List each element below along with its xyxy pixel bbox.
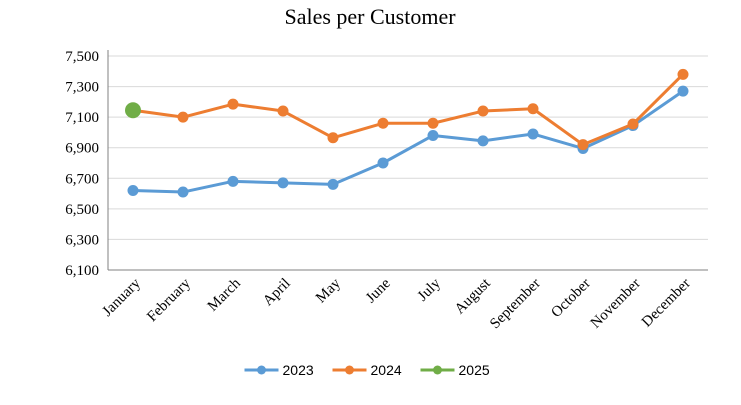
data-point-2023-march bbox=[227, 175, 239, 187]
data-point-2023-may bbox=[327, 178, 339, 190]
data-point-2025-january bbox=[125, 102, 141, 119]
data-point-2023-june bbox=[377, 157, 389, 169]
y-tick-label: 6,700 bbox=[65, 171, 99, 187]
y-tick-label: 7,500 bbox=[65, 49, 99, 65]
x-tick-label-july: July bbox=[415, 275, 444, 304]
y-tick-label: 6,900 bbox=[65, 141, 99, 157]
data-point-2024-july bbox=[427, 117, 439, 129]
data-point-2024-november bbox=[627, 118, 639, 130]
x-tick-label-september: September bbox=[487, 276, 544, 333]
y-tick-label: 7,300 bbox=[65, 80, 99, 96]
legend-label-2024: 2024 bbox=[371, 362, 402, 378]
legend-item-2024: 2024 bbox=[332, 362, 402, 378]
legend-label-2023: 2023 bbox=[283, 362, 314, 378]
chart-title: Sales per Customer bbox=[284, 4, 456, 29]
x-axis-tick-labels: January February March April May June July Augu… bbox=[100, 275, 694, 332]
data-point-2023-september bbox=[527, 128, 539, 140]
data-point-2024-february bbox=[177, 111, 189, 123]
data-point-2023-january bbox=[127, 185, 139, 197]
data-point-2024-june bbox=[377, 117, 389, 129]
legend-item-2025: 2025 bbox=[420, 362, 490, 378]
axes bbox=[107, 50, 708, 271]
legend: 2023 2024 2025 bbox=[244, 362, 490, 378]
x-tick-label-december: December bbox=[639, 276, 694, 331]
x-tick-label-february: February bbox=[144, 275, 194, 325]
data-point-2023-december bbox=[677, 85, 689, 97]
series-lines bbox=[125, 68, 689, 198]
data-point-2023-august bbox=[477, 135, 489, 147]
data-point-2023-february bbox=[177, 186, 189, 198]
x-tick-label-november: November bbox=[588, 276, 644, 332]
data-point-2024-april bbox=[277, 105, 289, 117]
y-tick-label: 6,500 bbox=[65, 202, 99, 218]
series-2025 bbox=[125, 102, 141, 119]
series-2023 bbox=[127, 85, 689, 198]
legend-marker-2023 bbox=[257, 365, 266, 375]
data-point-2023-april bbox=[277, 177, 289, 189]
data-point-2024-december bbox=[677, 68, 689, 80]
gridlines bbox=[108, 55, 708, 240]
series-2024 bbox=[127, 68, 689, 151]
y-tick-label: 6,300 bbox=[65, 232, 99, 248]
x-tick-label-march: March bbox=[205, 275, 244, 314]
legend-marker-2024 bbox=[345, 365, 354, 375]
x-tick-label-april: April bbox=[260, 276, 294, 310]
data-point-2024-march bbox=[227, 98, 239, 110]
x-tick-label-january: January bbox=[100, 275, 145, 320]
legend-marker-2025 bbox=[433, 365, 442, 375]
x-tick-label-may: May bbox=[313, 275, 344, 306]
y-tick-label: 6,100 bbox=[65, 263, 99, 279]
y-axis-tick-labels: 6,100 6,300 6,500 6,700 6,900 7,100 7,300 7,500 bbox=[65, 49, 99, 279]
series-line-2023 bbox=[131, 89, 685, 194]
x-tick-label-june: June bbox=[363, 275, 394, 306]
data-point-2024-may bbox=[327, 132, 339, 144]
data-point-2023-july bbox=[427, 129, 439, 141]
x-tick-label-october: October bbox=[548, 276, 593, 321]
y-tick-label: 7,100 bbox=[65, 110, 99, 126]
data-point-2024-august bbox=[477, 105, 489, 117]
series-line-2024 bbox=[131, 72, 685, 147]
legend-label-2025: 2025 bbox=[459, 362, 490, 378]
legend-item-2023: 2023 bbox=[244, 362, 314, 378]
data-point-2024-september bbox=[527, 103, 539, 115]
data-point-2024-october bbox=[577, 139, 589, 151]
x-tick-label-august: August bbox=[452, 275, 495, 318]
